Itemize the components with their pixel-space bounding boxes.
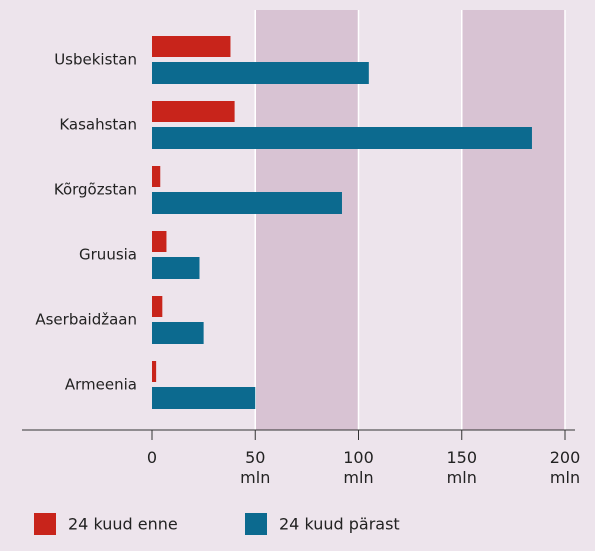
- bar: [152, 361, 157, 382]
- bar: [152, 166, 161, 187]
- legend-label: 24 kuud enne: [68, 515, 178, 534]
- x-tick-label: 0: [146, 448, 158, 467]
- y-tick-label: Armeenia: [65, 376, 137, 394]
- legend-swatch: [245, 513, 267, 535]
- bar: [152, 101, 235, 122]
- y-tick-label: Kasahstan: [59, 116, 137, 134]
- bar: [152, 296, 163, 317]
- y-tick-label: Usbekistan: [54, 51, 137, 69]
- bar: [152, 127, 532, 149]
- bar: [152, 36, 231, 57]
- x-tick-label: 150 mln: [446, 448, 478, 487]
- y-tick-label: Gruusia: [79, 246, 137, 264]
- bar: [152, 387, 256, 409]
- bar: [152, 322, 204, 344]
- y-tick-label: Aserbaidžaan: [35, 311, 137, 329]
- bar: [152, 231, 167, 252]
- legend-swatch: [34, 513, 56, 535]
- y-tick-label: Kõrgõzstan: [54, 181, 137, 199]
- band: [461, 10, 565, 430]
- x-tick-label: 100 mln: [343, 448, 374, 487]
- bar: [152, 257, 200, 279]
- bar: [152, 192, 342, 214]
- bar: [152, 62, 369, 84]
- x-tick-label: 50 mln: [240, 448, 271, 487]
- legend-label: 24 kuud pärast: [279, 515, 400, 534]
- x-tick-label: 200 mln: [549, 448, 581, 487]
